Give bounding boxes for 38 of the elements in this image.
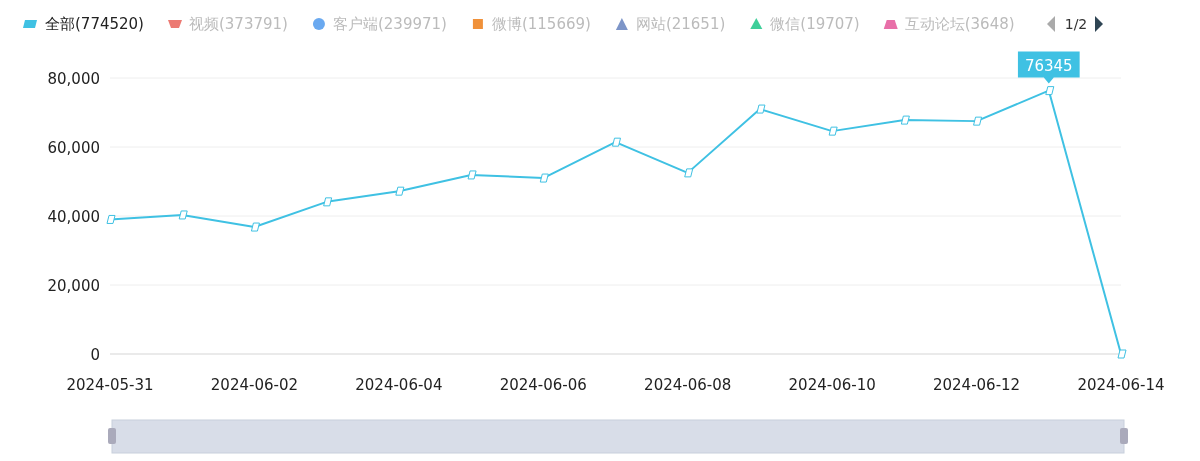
point	[1045, 86, 1055, 96]
y-tick-label: 0	[90, 346, 100, 364]
legend-label: 全部(774520)	[45, 15, 144, 33]
y-tick-label: 80,000	[47, 70, 100, 88]
legend-label: 微博(115669)	[491, 15, 591, 33]
point	[756, 104, 766, 114]
tooltip-label: 76345	[1017, 51, 1080, 84]
point	[684, 168, 694, 178]
point	[612, 137, 621, 147]
legend-label: 微信(19707)	[770, 15, 860, 33]
x-tick-label: 2024-06-08	[644, 376, 732, 394]
point	[828, 126, 838, 136]
y-tick-label: 40,000	[47, 208, 100, 226]
x-tick-label: 2024-06-06	[499, 376, 587, 394]
x-tick-label: 2024-06-04	[355, 376, 443, 394]
point	[1117, 349, 1127, 359]
point	[323, 197, 333, 207]
point	[467, 170, 477, 180]
x-tick-label: 2024-06-02	[210, 376, 299, 394]
point	[106, 214, 116, 224]
x-tick-label: 2024-05-31	[66, 376, 154, 394]
x-tick-label: 2024-06-12	[932, 376, 1021, 394]
annotation: 76345	[1024, 56, 1073, 75]
legend-pager: 1/2	[1047, 16, 1103, 32]
legend-label: 互动论坛(3648)	[904, 15, 1015, 33]
legend-label: 网站(21651)	[635, 15, 726, 33]
legend-label: 视频(373791)	[188, 15, 288, 33]
point	[178, 210, 188, 220]
y-tick-label: 20,000	[47, 277, 100, 295]
point	[539, 173, 549, 183]
point	[395, 186, 405, 196]
y-tick-label: 60,000	[47, 139, 100, 157]
x-tick-label: 2024-06-10	[788, 376, 876, 394]
point	[973, 116, 983, 126]
x-tick-label: 2024-06-14	[1077, 376, 1165, 394]
point	[900, 115, 910, 125]
legend-label: 客户端(239971)	[332, 15, 447, 33]
point	[250, 222, 260, 232]
